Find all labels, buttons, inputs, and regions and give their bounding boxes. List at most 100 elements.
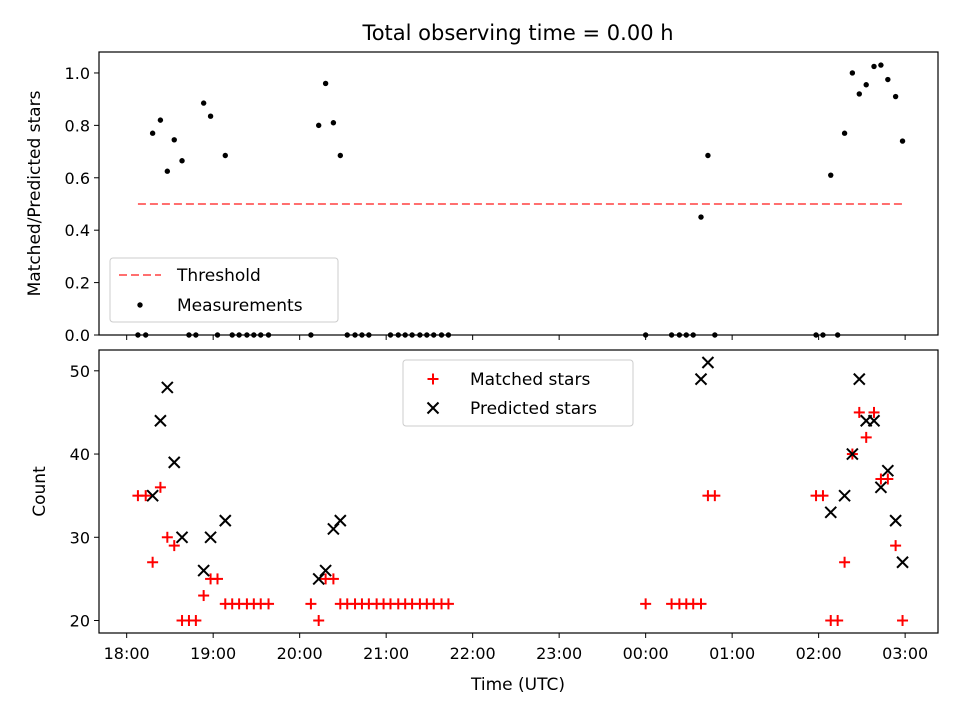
bottom-x-tick-label: 23:00 — [536, 644, 582, 663]
matched-point — [832, 615, 844, 627]
legend-x-marker — [426, 401, 440, 415]
legend-measurements-swatch — [137, 302, 143, 308]
predicted-point — [694, 372, 708, 386]
predicted-points — [146, 356, 909, 586]
matched-point — [161, 531, 173, 543]
bottom-x-tick-label: 21:00 — [363, 644, 409, 663]
matched-point — [147, 556, 159, 568]
bottom-x-tick-label: 03:00 — [882, 644, 928, 663]
matched-point — [140, 490, 152, 502]
predicted-point — [161, 381, 174, 394]
cross-stroke — [701, 356, 715, 369]
predicted-point — [701, 356, 715, 369]
cross-stroke — [874, 481, 888, 494]
matched-point — [868, 406, 880, 418]
bottom-x-tick-label: 02:00 — [796, 644, 842, 663]
matched-point — [817, 490, 829, 502]
bottom-y-tick-label: 50 — [70, 362, 90, 381]
predicted-point — [168, 456, 181, 469]
legend-threshold-label: Threshold — [176, 266, 261, 286]
top-y-tick-label: 0.8 — [65, 116, 90, 135]
top-y-axis-label: Matched/Predicted stars — [25, 90, 45, 296]
predicted-point — [197, 564, 210, 577]
legend-predicted-swatch — [426, 401, 440, 415]
measurement-point — [841, 130, 848, 136]
top-y-tick-label: 0.0 — [65, 326, 90, 345]
top-panel: 0.0 0.2 0.4 0.6 0.8 1.0 Matched/Predicted sta… — [25, 51, 939, 345]
bottom-x-tick-label: 20:00 — [277, 644, 323, 663]
cross-stroke — [161, 381, 174, 394]
predicted-point — [334, 514, 347, 527]
cross-stroke — [896, 556, 909, 569]
matched-point — [882, 473, 894, 485]
matched-point — [853, 406, 865, 418]
matched-point — [168, 540, 180, 552]
predicted-point — [867, 414, 881, 427]
matched-point — [890, 540, 902, 552]
cross-stroke — [838, 489, 851, 502]
top-y-tick-label: 0.4 — [65, 221, 90, 240]
top-legend: Threshold Measurements — [109, 257, 339, 323]
matched-point — [442, 598, 454, 610]
cross-stroke — [867, 414, 881, 427]
top-y-tick-label: 0.6 — [65, 169, 90, 188]
bottom-y-tick-label: 40 — [70, 445, 90, 464]
measurement-point — [207, 113, 214, 119]
bottom-x-tick-label: 22:00 — [450, 644, 496, 663]
top-y-tick-label: 1.0 — [65, 64, 90, 83]
matched-point — [709, 490, 721, 502]
top-y-ticks: 0.0 0.2 0.4 0.6 0.8 1.0 — [65, 64, 99, 345]
predicted-point — [846, 447, 859, 461]
chart-title: Total observing time = 0.00 h — [361, 21, 673, 45]
matched-point — [313, 615, 325, 627]
legend-predicted-label: Predicted stars — [470, 399, 597, 419]
cross-stroke — [175, 531, 189, 544]
cross-stroke — [889, 514, 902, 527]
cross-stroke — [204, 531, 217, 544]
measurement-point — [878, 62, 884, 68]
predicted-point — [896, 556, 909, 569]
matched-point — [839, 556, 851, 568]
predicted-point — [881, 464, 895, 477]
measurement-point — [322, 80, 329, 87]
measurement-point — [698, 214, 704, 220]
legend-matched-swatch — [427, 373, 439, 385]
measurement-point — [899, 138, 906, 144]
predicted-point — [874, 481, 888, 494]
cross-stroke — [824, 506, 837, 519]
legend-measurements-label: Measurements — [177, 296, 303, 316]
predicted-point — [319, 564, 332, 577]
measurement-point — [157, 117, 164, 123]
measurement-point — [222, 152, 228, 159]
cross-stroke — [334, 514, 347, 527]
measurement-point — [856, 91, 862, 97]
bottom-legend: Matched stars Predicted stars — [402, 359, 634, 427]
bottom-x-tick-label: 18:00 — [104, 644, 150, 663]
matched-point — [897, 615, 909, 627]
bottom-y-ticks: 20 30 40 50 — [70, 362, 99, 631]
matched-point — [263, 598, 275, 610]
measurement-point — [892, 93, 899, 100]
matched-points — [132, 406, 909, 627]
measurement-point — [828, 172, 834, 178]
measurement-point — [179, 158, 185, 164]
cross-stroke — [197, 564, 210, 577]
bottom-x-tick-label: 00:00 — [623, 644, 669, 663]
cross-stroke — [426, 401, 440, 415]
bottom-x-tick-label: 01:00 — [709, 644, 755, 663]
matched-point — [154, 481, 166, 493]
top-x-ticks — [126, 335, 906, 340]
matched-point — [860, 431, 872, 443]
top-legend-box — [109, 257, 339, 323]
predicted-point — [175, 531, 189, 544]
measurement-point — [885, 76, 891, 83]
measurement-point — [849, 70, 856, 76]
matched-point — [305, 598, 317, 610]
bottom-y-axis-label: Count — [30, 466, 50, 517]
bottom-axes-frame — [98, 349, 939, 634]
predicted-point — [204, 531, 217, 544]
matched-point — [198, 590, 210, 602]
bottom-x-axis-label: Time (UTC) — [470, 675, 565, 695]
measurement-point — [330, 120, 337, 126]
